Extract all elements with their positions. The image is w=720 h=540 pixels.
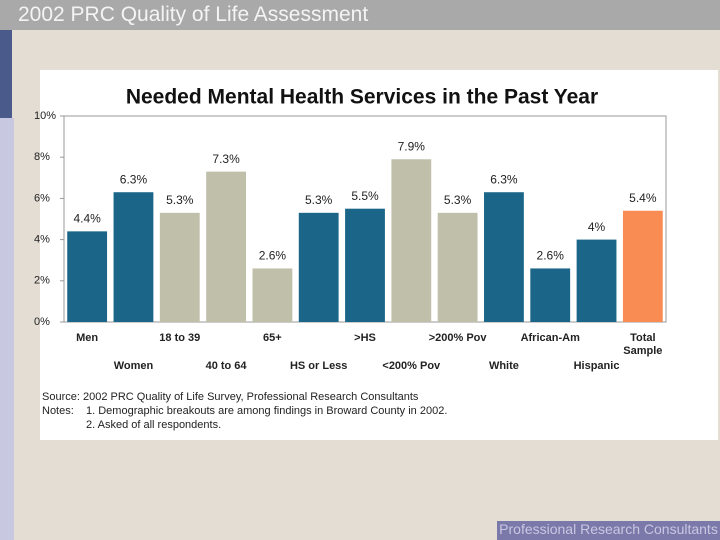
notes-label: Notes: [42,405,74,417]
x-tick-label: Hispanic [573,360,620,372]
y-tick-label: 10% [34,110,56,122]
value-label: 7.9% [398,139,426,153]
bar [576,239,617,322]
x-tick-label: White [488,360,519,372]
value-label: 6.3% [490,172,518,186]
bar [67,231,108,322]
bar [530,268,571,322]
footer-brand: Professional Research Consultants [497,521,720,540]
header-title: 2002 PRC Quality of Life Assessment [0,0,720,30]
x-tick-label: African-Am [520,332,580,344]
value-label: 5.4% [629,191,657,205]
bar [252,268,293,322]
x-tick-label: 18 to 39 [159,332,201,344]
x-tick-label: 40 to 64 [205,360,247,372]
bar [206,171,246,322]
y-tick-label: 4% [34,234,50,246]
bar [622,210,663,322]
x-tick-label: >200% Pov [428,332,487,344]
x-tick-label: HS or Less [289,360,348,372]
x-tick-label: >HS [354,332,376,344]
y-tick-label: 8% [34,151,50,163]
x-tick-label: Total Sample [623,332,663,357]
value-label: 5.3% [305,193,333,207]
bar [159,212,200,322]
accent-block [0,30,12,118]
value-label: 7.3% [212,152,240,166]
value-label: 5.5% [351,189,379,203]
source: Source: 2002 PRC Quality of Life Survey,… [42,391,419,403]
bar [484,192,524,322]
y-tick-label: 0% [34,316,50,328]
chart-title: Needed Mental Health Services in the Pas… [126,86,598,109]
value-label: 4% [588,220,606,234]
bar [391,159,432,322]
bar [437,212,478,322]
accent-strip [0,118,14,540]
value-label: 5.3% [444,193,472,207]
x-tick-label: Women [113,360,154,372]
y-tick-label: 6% [34,192,50,204]
x-tick-label: Men [76,332,99,344]
bar [298,212,339,322]
value-label: 4.4% [73,212,101,226]
value-label: 2.6% [259,249,287,263]
bar [345,208,385,322]
value-label: 5.3% [166,193,194,207]
note: 2. Asked of all respondents. [86,419,222,431]
value-label: 2.6% [537,249,565,263]
x-tick-label: <200% Pov [382,360,441,372]
value-label: 6.3% [120,172,148,186]
x-tick-label: 65+ [263,332,282,344]
y-tick-label: 2% [34,275,50,287]
note: 1. Demographic breakouts are among findi… [86,405,448,417]
bar [113,192,154,322]
